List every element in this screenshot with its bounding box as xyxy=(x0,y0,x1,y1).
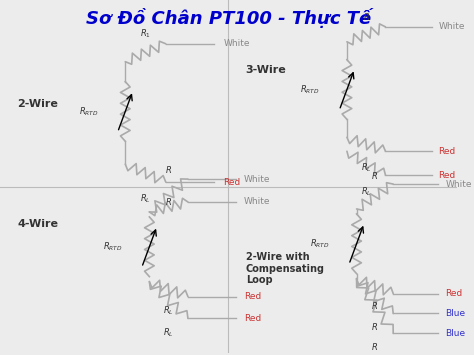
Text: White: White xyxy=(224,39,250,48)
Text: $R_L$: $R_L$ xyxy=(140,192,151,204)
Text: 2-Wire with
Compensating
Loop: 2-Wire with Compensating Loop xyxy=(246,252,325,285)
Text: $R$: $R$ xyxy=(363,11,370,22)
Text: Red: Red xyxy=(244,292,261,301)
Text: Red: Red xyxy=(244,314,261,323)
Text: $R_L$: $R_L$ xyxy=(361,161,372,174)
Text: $R$: $R$ xyxy=(371,321,378,332)
Text: $R_L$: $R_L$ xyxy=(163,305,174,317)
Text: Sơ Đồ Chân PT100 - Thực Tế: Sơ Đồ Chân PT100 - Thực Tế xyxy=(86,8,371,28)
Text: $R_{RTD}$: $R_{RTD}$ xyxy=(79,105,98,118)
Text: $R_{RTD}$: $R_{RTD}$ xyxy=(300,83,320,96)
Text: Red: Red xyxy=(438,171,456,180)
Text: 2-Wire: 2-Wire xyxy=(18,99,58,109)
Text: Blue: Blue xyxy=(445,329,465,338)
Text: White: White xyxy=(438,22,465,31)
Text: Red: Red xyxy=(224,178,241,187)
Text: $R_1$: $R_1$ xyxy=(140,27,151,40)
Text: $R$: $R$ xyxy=(371,300,378,311)
Text: $R$: $R$ xyxy=(371,170,378,181)
Text: Red: Red xyxy=(445,289,463,298)
Text: $R_L$: $R_L$ xyxy=(163,326,174,339)
Text: $R$: $R$ xyxy=(371,341,378,352)
Text: $R_{RTD}$: $R_{RTD}$ xyxy=(310,237,329,250)
Text: $R$: $R$ xyxy=(165,196,172,207)
Text: White: White xyxy=(244,197,270,207)
Text: White: White xyxy=(244,175,270,184)
Text: $R_{RTD}$: $R_{RTD}$ xyxy=(103,241,122,253)
Text: White: White xyxy=(445,180,472,189)
Text: 4-Wire: 4-Wire xyxy=(18,219,58,229)
Text: 3-Wire: 3-Wire xyxy=(246,65,286,75)
Text: Blue: Blue xyxy=(445,309,465,318)
Text: Red: Red xyxy=(438,147,456,156)
Text: $R_L$: $R_L$ xyxy=(361,185,372,198)
Text: $R$: $R$ xyxy=(165,164,172,175)
